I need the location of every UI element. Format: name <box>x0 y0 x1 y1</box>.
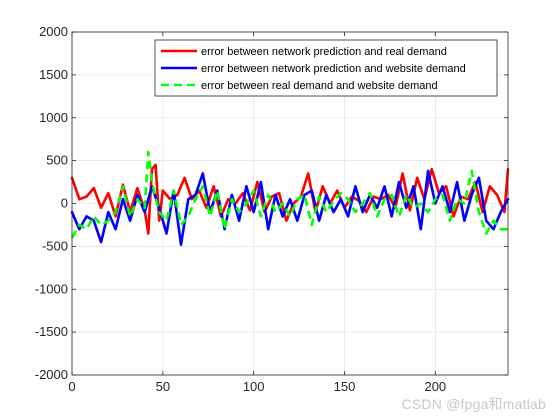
watermark-text: CSDN @fpga和matlab <box>401 396 546 412</box>
x-tick-label: 50 <box>156 379 170 394</box>
y-axis-ticks: -2000 -1500 -1000 -500 0 500 1000 1500 2000 <box>35 24 508 382</box>
legend-label-3: error between real demand and website de… <box>201 80 438 92</box>
x-tick-label: 200 <box>424 379 446 394</box>
series-line-1 <box>70 163 510 235</box>
legend: error between network prediction and rea… <box>154 39 498 97</box>
x-tick-label: 150 <box>334 379 356 394</box>
legend-label-2: error between network prediction and web… <box>201 63 466 75</box>
y-tick-label: -500 <box>42 238 68 253</box>
x-tick-label: 100 <box>243 379 265 394</box>
y-tick-label: -1500 <box>35 324 68 339</box>
series-line-2 <box>70 169 510 246</box>
y-tick-label: 1000 <box>39 110 68 125</box>
y-tick-label: -1000 <box>35 281 68 296</box>
series-layer <box>70 150 510 246</box>
legend-box <box>154 39 498 97</box>
x-tick-label: 0 <box>68 379 75 394</box>
y-tick-label: 500 <box>46 153 68 168</box>
y-tick-label: 2000 <box>39 24 68 39</box>
x-axis-ticks: 0 50 100 150 200 <box>68 32 446 394</box>
y-tick-label: 1500 <box>39 67 68 82</box>
legend-label-1: error between network prediction and rea… <box>201 46 447 58</box>
y-tick-label: -2000 <box>35 367 68 382</box>
series-line-3 <box>70 150 508 239</box>
y-tick-label: 0 <box>61 196 68 211</box>
